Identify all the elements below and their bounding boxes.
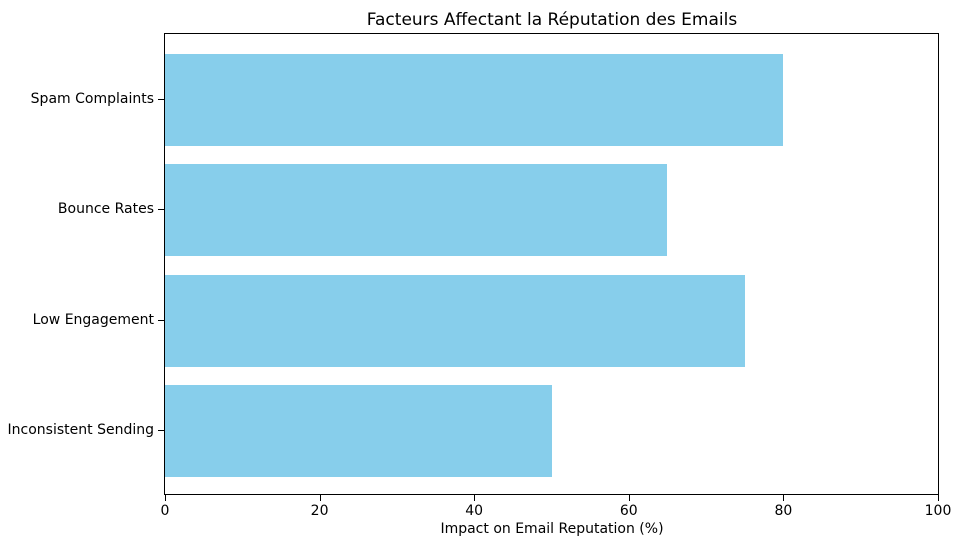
bar-bounce-rates xyxy=(165,164,668,257)
x-tick-mark xyxy=(783,495,785,501)
x-tick-mark xyxy=(474,495,476,501)
y-tick-mark xyxy=(158,209,164,211)
bar-spam-complaints xyxy=(165,54,784,146)
y-tick-label: Inconsistent Sending xyxy=(7,421,154,438)
plot-area xyxy=(164,33,939,495)
bar-inconsistent-sending xyxy=(165,384,552,477)
x-tick-label: 80 xyxy=(774,503,793,519)
y-tick-mark xyxy=(158,429,164,431)
x-tick-label: 0 xyxy=(160,503,170,519)
y-tick-mark xyxy=(158,99,164,100)
x-tick-mark xyxy=(628,495,630,501)
x-tick-label: 40 xyxy=(465,503,484,519)
x-tick-label: 100 xyxy=(924,503,952,519)
bar-low-engagement xyxy=(165,274,745,367)
y-tick-mark xyxy=(158,319,164,321)
y-tick-label: Spam Complaints xyxy=(30,91,154,107)
chart-title: Facteurs Affectant la Réputation des Ema… xyxy=(366,10,738,30)
y-tick-label: Bounce Rates xyxy=(57,201,154,218)
x-tick-mark xyxy=(165,495,166,501)
x-axis-label: Impact on Email Reputation (%) xyxy=(440,521,664,537)
x-tick-label: 20 xyxy=(310,503,329,519)
x-tick-label: 60 xyxy=(619,503,638,519)
x-tick-mark xyxy=(938,495,939,501)
y-tick-label: Low Engagement xyxy=(32,311,154,328)
x-tick-mark xyxy=(319,495,321,501)
